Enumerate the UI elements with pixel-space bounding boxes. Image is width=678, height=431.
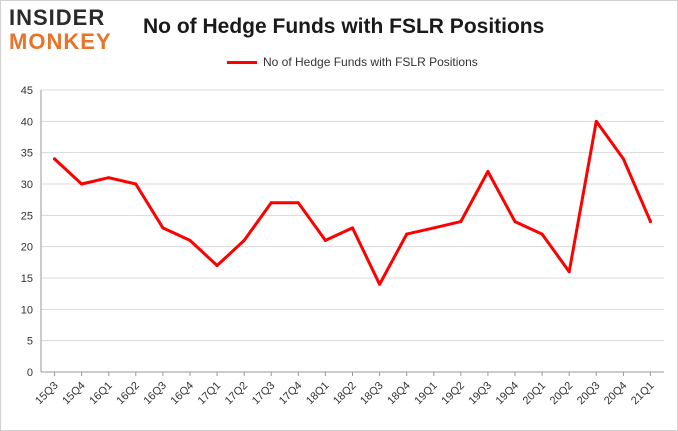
x-tick-label: 19Q3 [467,380,495,408]
x-tick-label: 15Q3 [33,380,61,408]
x-tick-label: 16Q2 [114,380,142,408]
data-point [540,232,544,236]
data-point [432,226,436,230]
series-line [53,119,652,286]
insider-monkey-logo: INSIDER MONKEY [9,7,129,53]
x-tick-label: 18Q4 [385,380,413,408]
data-point [621,157,625,161]
logo-line-2: MONKEY [9,29,112,54]
y-tick-label: 40 [21,116,33,128]
legend-swatch [227,60,257,64]
x-tick-label: 20Q2 [548,380,576,408]
x-tick-label: 17Q1 [196,380,224,408]
chart-title: No of Hedge Funds with FSLR Positions [143,15,545,38]
logo-line-1: INSIDER [9,5,106,30]
x-tick-label: 21Q1 [629,380,657,408]
x-tick-label: 16Q1 [87,380,115,408]
data-point [648,220,652,224]
y-tick-label: 25 [21,210,33,222]
x-tick-label: 20Q1 [521,380,549,408]
x-tick-label: 17Q3 [250,380,278,408]
data-point [242,238,246,242]
data-point [513,220,517,224]
data-point [215,263,219,267]
x-tick-label: 19Q4 [494,380,522,408]
data-point [567,270,571,274]
x-tick-label: 19Q2 [439,380,467,408]
data-point [161,226,165,230]
data-point [107,176,111,180]
x-tick-label: 20Q3 [575,380,603,408]
y-tick-label: 10 [21,304,33,316]
x-tick-label: 15Q4 [60,380,88,408]
y-tick-label: 45 [21,85,33,97]
data-point [378,282,382,286]
data-point [486,169,490,173]
data-point [80,182,84,186]
y-tick-label: 15 [21,273,33,285]
y-tick-label: 30 [21,179,33,191]
data-point [351,226,354,230]
data-point [188,238,192,242]
x-tick-label: 18Q1 [304,380,332,408]
x-tick-label: 16Q4 [169,380,197,408]
data-point [134,182,138,186]
chart-legend: No of Hedge Funds with FSLR Positions [227,55,478,69]
data-point [459,220,463,224]
data-point [405,232,409,236]
legend-label: No of Hedge Funds with FSLR Positions [263,55,478,69]
data-point [296,201,300,205]
x-tick-label: 17Q4 [277,380,305,408]
x-tick-label: 19Q1 [412,380,440,408]
y-tick-label: 35 [21,148,33,160]
x-tick-label: 18Q2 [331,380,359,408]
x-tick-label: 17Q2 [223,380,251,408]
y-tick-label: 5 [27,336,33,348]
data-point [269,201,273,205]
x-tick-label: 20Q4 [602,380,630,408]
x-tick-label: 18Q3 [358,380,386,408]
x-tick-label: 16Q3 [141,380,169,408]
data-point [594,119,598,123]
data-point [323,238,327,242]
y-tick-label: 20 [21,242,33,254]
data-point [53,157,57,161]
y-tick-label: 0 [27,367,33,379]
